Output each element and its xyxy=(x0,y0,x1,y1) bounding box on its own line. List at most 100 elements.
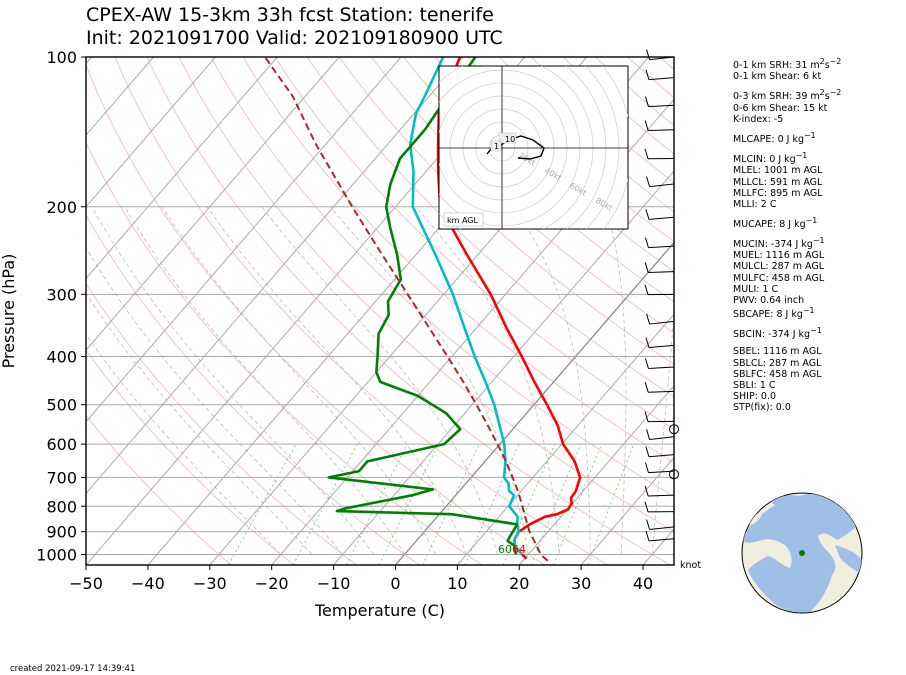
wind-barb-flag xyxy=(644,148,649,159)
surface-temperature-label: 64 xyxy=(512,543,526,556)
wind-barb xyxy=(649,183,675,188)
stat-stp: STP(fix): 0.0 xyxy=(733,401,791,413)
isotherm xyxy=(86,57,278,280)
dry-adiabat xyxy=(338,57,674,365)
wind-barb xyxy=(648,538,675,542)
stat-mucape: MUCAPE: 8 J kg−1 xyxy=(733,215,818,230)
mixing-ratio-line xyxy=(502,443,556,565)
stat-mllcl: MLLCL: 591 m AGL xyxy=(733,176,823,188)
dry-adiabat xyxy=(86,414,232,565)
moist-adiabat xyxy=(513,206,591,555)
wind-barb xyxy=(648,454,675,458)
dry-adiabat xyxy=(86,214,420,565)
wind-barb xyxy=(648,129,675,132)
wind-barb xyxy=(649,526,675,531)
wind-barb-flag xyxy=(646,313,651,325)
chart-title: CPEX-AW 15-3km 33h fcst Station: tenerif… xyxy=(86,4,494,26)
calm-wind-marker xyxy=(669,424,679,435)
wind-barb-flag xyxy=(644,120,649,131)
dry-adiabat xyxy=(86,282,357,565)
stat-mucin: MUCIN: -374 J kg−1 xyxy=(733,236,825,251)
dry-adiabat xyxy=(434,57,674,273)
y-tick-label: 1000 xyxy=(36,545,77,564)
wind-barb xyxy=(648,344,675,348)
moist-adiabat xyxy=(415,206,560,555)
x-tick-label: −10 xyxy=(317,574,351,593)
wind-barb-flag xyxy=(645,530,650,542)
wind-barb xyxy=(648,245,675,249)
wind-barb xyxy=(648,271,675,273)
sounding-indices: 0-1 km SRH: 31 m2s−2 0-1 km Shear: 6 kt … xyxy=(733,57,903,413)
mixing-ratio-line xyxy=(292,443,358,565)
moist-adiabat xyxy=(91,206,374,555)
dry-adiabat xyxy=(306,57,674,398)
x-tick-label: −40 xyxy=(131,574,165,593)
x-tick-label: −50 xyxy=(69,574,103,593)
hodograph-height-label: 1 xyxy=(494,142,499,151)
stat-mlel: MLEL: 1001 m AGL xyxy=(733,165,823,177)
stat-sblcl: SBLCL: 287 m AGL xyxy=(733,357,822,369)
stat-mlli: MLLI: 2 C xyxy=(733,198,777,210)
y-tick-label: 100 xyxy=(46,48,77,67)
x-tick-label: 40 xyxy=(633,574,653,593)
stat-shear1: 0-1 km Shear: 6 kt xyxy=(733,71,822,83)
isotherm xyxy=(86,57,154,136)
dry-adiabat xyxy=(178,57,674,533)
wind-barb xyxy=(649,320,675,325)
calm-wind-marker xyxy=(669,469,679,480)
dry-adiabat xyxy=(86,349,294,565)
x-axis-label: Temperature (C) xyxy=(314,601,445,620)
wind-barb-flag xyxy=(645,69,650,80)
hodograph-height-label: 10 xyxy=(505,135,515,144)
stat-sblfc: SBLFC: 458 m AGL xyxy=(733,368,822,380)
stat-mulcl: MULCL: 287 m AGL xyxy=(733,261,825,273)
x-tick-label: −20 xyxy=(255,574,289,593)
isotherm xyxy=(333,170,674,565)
x-tick-label: 10 xyxy=(447,574,467,593)
axes: −50 −40 −30 −20 −10 0 10 20 30 40 100 200 300 400 500 6… xyxy=(36,48,653,593)
wind-barb xyxy=(648,77,675,81)
y-tick-label: 500 xyxy=(46,396,77,415)
stat-muel: MUEL: 1116 m AGL xyxy=(733,250,825,262)
y-tick-label: 600 xyxy=(46,435,77,454)
wind-barb xyxy=(648,216,675,220)
y-tick-label: 700 xyxy=(46,468,77,487)
stat-mlcape: MLCAPE: 0 J kg−1 xyxy=(733,130,816,146)
stat-mlcin: MLCIN: 0 J kg−1 xyxy=(733,151,808,166)
wind-barb xyxy=(648,470,675,474)
moist-adiabat xyxy=(86,246,344,555)
wind-barb-flag xyxy=(645,337,650,348)
wind-barb-flag xyxy=(646,49,651,60)
stat-srh1: 0-1 km SRH: 31 m2s−2 xyxy=(733,57,842,72)
mixing-ratio-line xyxy=(553,443,603,565)
zero-isotherm xyxy=(395,241,674,565)
wind-unit-label: knot xyxy=(680,560,702,571)
hodograph-inset: 20kt 40kt 60kt 80kt 10 1 km AGL xyxy=(438,65,629,230)
stat-sbcape: SBCAPE: 8 J kg−1 xyxy=(733,305,815,321)
wind-barb xyxy=(648,390,675,393)
wind-barb-flag xyxy=(646,519,651,530)
wind-barb-flag xyxy=(644,411,649,422)
chart-subtitle: Init: 2021091700 Valid: 202109180900 UTC xyxy=(86,27,503,49)
mixing-ratio-line xyxy=(530,443,582,565)
isotherm xyxy=(518,385,674,565)
stat-ship: SHIP: 0.0 xyxy=(733,390,777,402)
wind-barb-flag xyxy=(644,96,649,107)
wind-barb-flag xyxy=(644,462,649,473)
x-tick-label: 0 xyxy=(390,574,400,593)
wind-barb xyxy=(648,366,675,370)
hodograph-legend: km AGL xyxy=(447,216,479,225)
dry-adiabat xyxy=(86,142,483,565)
stat-pwv: PWV: 0.64 inch xyxy=(733,294,805,306)
stat-mulfc: MULFC: 458 m AGL xyxy=(733,272,825,284)
profile-line xyxy=(264,57,549,562)
dry-adiabat xyxy=(210,57,674,498)
plot-frame xyxy=(85,56,675,566)
wind-barb-flag xyxy=(644,284,649,295)
moist-adiabat xyxy=(329,206,529,555)
stat-sbcin: SBCIN: -374 J kg−1 xyxy=(733,326,822,341)
moist-adiabat xyxy=(86,292,313,555)
dry-adiabat xyxy=(114,57,608,565)
dry-adiabat xyxy=(274,57,674,430)
